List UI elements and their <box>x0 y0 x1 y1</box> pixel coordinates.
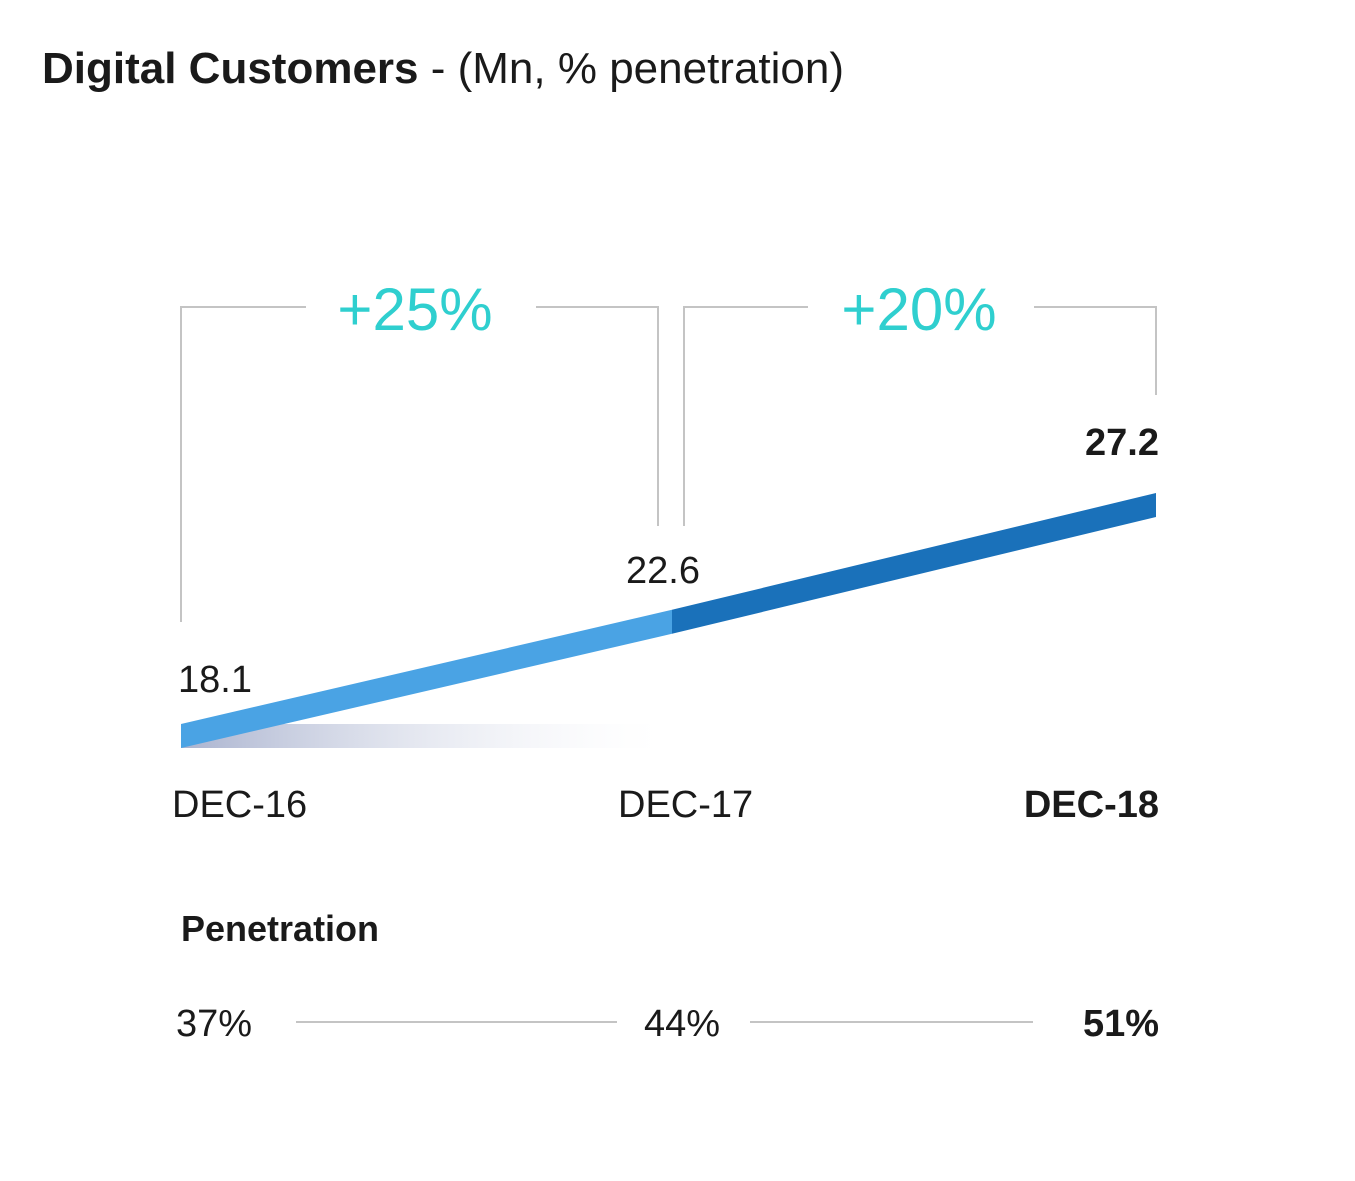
growth-label-1: +25% <box>337 276 492 343</box>
x-tick-2: DEC-17 <box>618 784 753 826</box>
chart-title: Digital Customers - (Mn, % penetration) <box>42 44 844 94</box>
growth-label-2: +20% <box>841 276 996 343</box>
line-segment-2 <box>672 493 1156 634</box>
x-tick-3: DEC-18 <box>1024 784 1159 826</box>
penetration-value-3: 51% <box>1083 1003 1159 1045</box>
data-label-1: 18.1 <box>178 659 252 701</box>
penetration-heading: Penetration <box>181 908 379 949</box>
growth-bracket-2 <box>683 306 1157 526</box>
chart-title-main: Digital Customers <box>42 44 419 93</box>
penetration-value-2: 44% <box>644 1003 720 1045</box>
data-label-3: 27.2 <box>1085 422 1159 464</box>
data-label-2: 22.6 <box>626 550 700 592</box>
growth-bracket-1 <box>180 306 659 622</box>
penetration-value-1: 37% <box>176 1003 252 1045</box>
x-tick-1: DEC-16 <box>172 784 307 826</box>
line-segment-1 <box>181 609 672 748</box>
chart-title-sub: - (Mn, % penetration) <box>430 44 845 93</box>
